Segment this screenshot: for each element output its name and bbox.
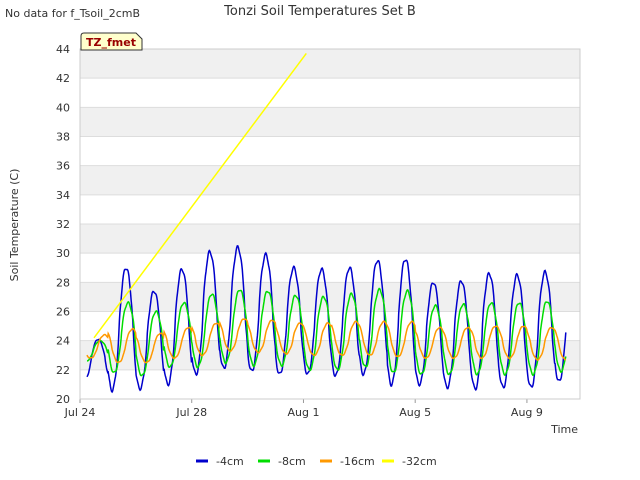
y-tick-label: 20 <box>56 393 70 406</box>
series-lines <box>86 52 567 394</box>
y-tick-labels: 20 22 24 26 28 30 32 34 36 38 40 42 44 <box>56 43 70 406</box>
x-tick-label: Aug 5 <box>399 406 431 419</box>
series-line <box>93 52 307 339</box>
x-tick-labels: Jul 24 Jul 28 Aug 1 Aug 5 Aug 9 <box>64 406 543 419</box>
legend-label: -8cm <box>278 455 306 468</box>
background-band <box>80 282 580 312</box>
y-tick-label: 26 <box>56 306 70 319</box>
y-tick-label: 34 <box>56 189 70 202</box>
y-tick-label: 42 <box>56 72 70 85</box>
y-tick-label: 32 <box>56 218 70 231</box>
series-line <box>86 245 567 394</box>
background-band <box>80 107 580 137</box>
background-band <box>80 49 580 79</box>
y-tick-label: 28 <box>56 276 70 289</box>
x-tick-label: Aug 1 <box>287 406 319 419</box>
y-tick-label: 36 <box>56 160 70 173</box>
x-tick-label: Jul 24 <box>64 406 96 419</box>
legend-label: -32cm <box>402 455 437 468</box>
y-tick-label: 44 <box>56 43 70 56</box>
background-band <box>80 165 580 195</box>
badge-label: TZ_fmet <box>86 36 136 49</box>
legend: -4cm -8cm -16cm -32cm <box>196 455 437 468</box>
y-tick-label: 38 <box>56 131 70 144</box>
series-line <box>87 287 567 377</box>
x-tick-label: Jul 28 <box>175 406 207 419</box>
y-tick-label: 30 <box>56 247 70 260</box>
y-tick-label: 40 <box>56 101 70 114</box>
y-tick-label: 22 <box>56 364 70 377</box>
x-axis-label: Time <box>550 423 578 436</box>
plot-frame <box>79 48 581 400</box>
y-axis-label: Soil Temperature (C) <box>8 169 21 282</box>
chart-title: Tonzi Soil Temperatures Set B <box>223 4 416 19</box>
no-data-note: No data for f_Tsoil_2cmB <box>5 7 140 20</box>
legend-label: -4cm <box>216 455 244 468</box>
badge-shape <box>80 32 143 51</box>
x-tick-label: Aug 9 <box>511 406 543 419</box>
background-bands <box>80 49 580 370</box>
station-badge: TZ_fmet <box>80 32 143 51</box>
background-band <box>80 224 580 254</box>
y-tick-label: 24 <box>56 335 70 348</box>
legend-label: -16cm <box>340 455 375 468</box>
series-line <box>86 318 567 364</box>
